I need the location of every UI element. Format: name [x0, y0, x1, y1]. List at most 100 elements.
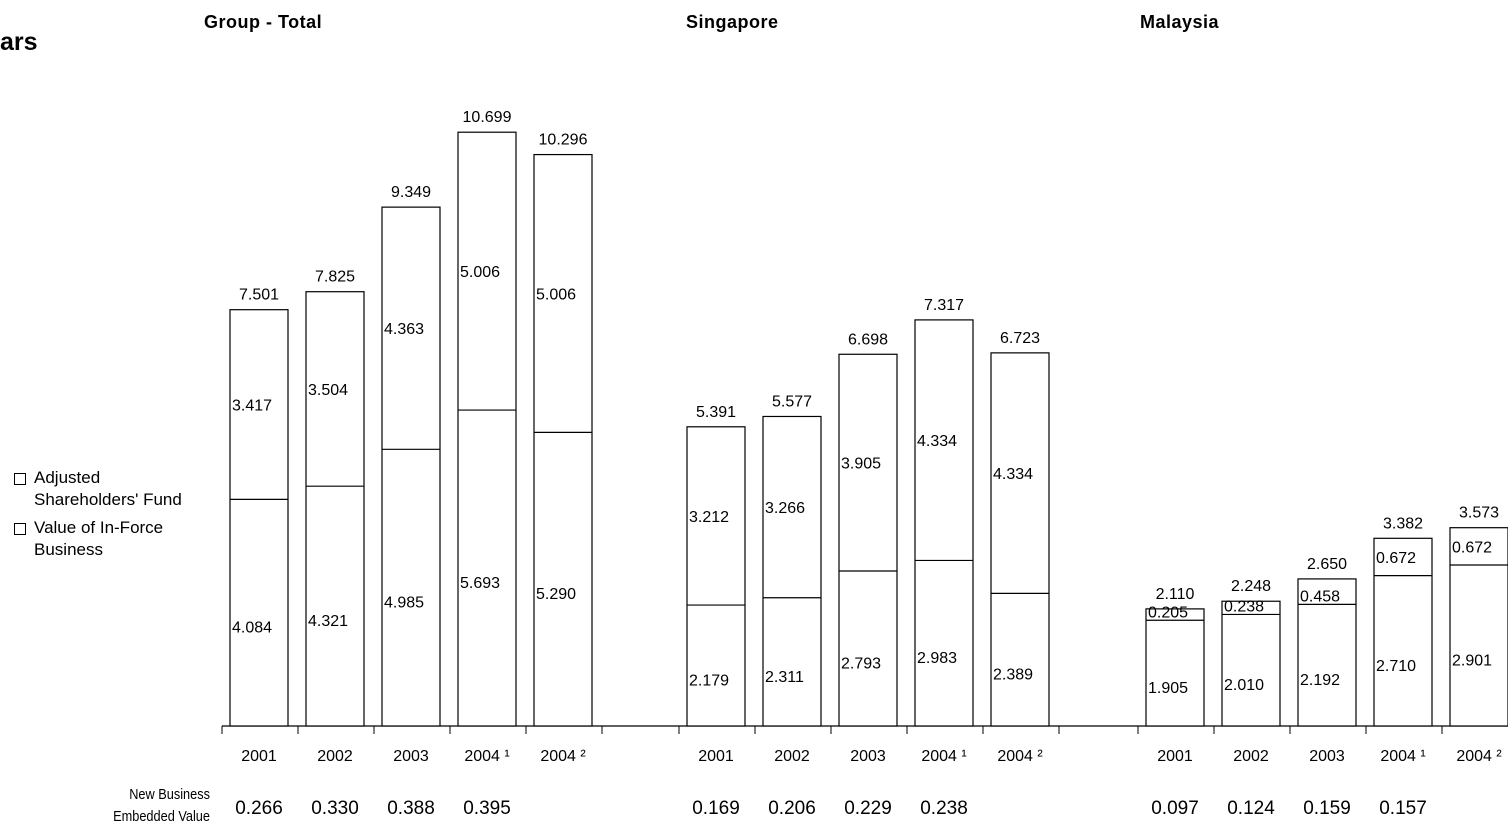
upper-segment-label: 4.334	[993, 466, 1033, 483]
nbev-value: 0.157	[1379, 798, 1427, 819]
group-title-malaysia: Malaysia	[1140, 12, 1220, 32]
lower-segment-label: 2.010	[1224, 677, 1264, 694]
total-label: 3.573	[1459, 505, 1499, 522]
category-label: 2004 ²	[997, 748, 1043, 765]
total-label: 2.110	[1156, 586, 1195, 603]
lower-segment-label: 5.693	[460, 575, 500, 592]
category-label: 2003	[1309, 748, 1345, 765]
total-label: 7.825	[315, 269, 355, 286]
legend-item-adjusted-shareholders-fund: Adjusted Shareholders' Fund	[14, 467, 204, 511]
category-label: 2001	[1157, 748, 1193, 765]
chart-legend: Adjusted Shareholders' Fund Value of In-…	[14, 467, 204, 567]
lower-segment-label: 2.192	[1300, 672, 1340, 689]
legend-label-in-force: Value of In-Force Business	[34, 518, 164, 559]
total-label: 6.698	[848, 331, 888, 348]
page-title: ars	[0, 28, 38, 56]
total-label: 7.317	[924, 297, 964, 314]
lower-segment-label: 4.084	[232, 620, 272, 637]
bar-1-2	[838, 353, 898, 727]
total-label: 3.382	[1383, 515, 1423, 532]
bar-2-3	[1373, 537, 1433, 727]
category-label: 2002	[1233, 748, 1269, 765]
upper-segment-label: 3.504	[308, 382, 348, 399]
bar-0-1	[305, 291, 365, 727]
lower-segment-label: 2.710	[1376, 658, 1416, 675]
nbev-value: 0.388	[387, 798, 435, 819]
nbev-value: 0.097	[1151, 798, 1199, 819]
lower-segment-label: 2.901	[1452, 652, 1492, 669]
total-label: 6.723	[1000, 330, 1040, 347]
upper-segment-label: 4.363	[384, 321, 424, 338]
bar-0-3	[457, 131, 517, 727]
bar-1-3	[914, 319, 974, 727]
category-label: 2002	[774, 748, 810, 765]
category-label: 2003	[393, 748, 429, 765]
lower-segment-label: 2.793	[841, 655, 881, 672]
nbev-label-line2: Embedded Value	[113, 808, 210, 825]
bar-1-4	[990, 352, 1050, 727]
upper-segment-label: 3.266	[765, 500, 805, 517]
nbev-value: 0.206	[768, 798, 816, 819]
lower-segment-label: 2.983	[917, 650, 957, 667]
nbev-value: 0.266	[235, 798, 283, 819]
legend-swatch-in-force	[14, 523, 26, 535]
lower-segment-label: 2.311	[765, 669, 804, 686]
legend-item-value-in-force: Value of In-Force Business	[14, 517, 204, 561]
bar-2-0	[1145, 608, 1205, 727]
category-label: 2004 ²	[1456, 748, 1502, 765]
upper-segment-label: 0.672	[1376, 550, 1416, 567]
nbev-value: 0.124	[1227, 798, 1275, 819]
total-label: 9.349	[391, 184, 431, 201]
upper-segment-label: 4.334	[917, 433, 957, 450]
total-label: 10.296	[539, 132, 588, 149]
bar-0-0	[229, 309, 289, 727]
total-label: 7.501	[239, 287, 279, 304]
nbev-label-line1: New Business	[129, 786, 210, 803]
upper-segment-label: 3.417	[232, 398, 272, 415]
lower-segment-label: 4.985	[384, 595, 424, 612]
bar-1-1	[762, 415, 822, 727]
legend-label-adjusted: Adjusted Shareholders' Fund	[34, 468, 182, 509]
upper-segment-label: 3.905	[841, 456, 881, 473]
nbev-value: 0.169	[692, 798, 740, 819]
upper-segment-label: 0.458	[1300, 588, 1340, 605]
category-label: 2002	[317, 748, 353, 765]
category-label: 2004 ²	[540, 748, 586, 765]
lower-segment-label: 5.290	[536, 586, 576, 603]
upper-segment-label: 5.006	[536, 286, 576, 303]
category-label: 2004 ¹	[921, 748, 966, 765]
bar-2-2	[1297, 578, 1357, 727]
upper-segment-label: 5.006	[460, 264, 500, 281]
upper-segment-label: 3.212	[689, 509, 729, 526]
category-label: 2001	[698, 748, 734, 765]
bar-0-4	[533, 153, 593, 727]
category-label: 2001	[241, 748, 277, 765]
nbev-value: 0.330	[311, 798, 359, 819]
lower-segment-label: 4.321	[308, 613, 348, 630]
group-title-total: Group - Total	[204, 12, 323, 32]
total-label: 10.699	[463, 109, 512, 126]
bar-1-0	[686, 426, 746, 727]
nbev-value: 0.238	[920, 798, 968, 819]
upper-segment-label: 0.672	[1452, 539, 1492, 556]
total-label: 5.577	[772, 393, 812, 410]
upper-segment-label: 0.238	[1224, 598, 1264, 615]
category-label: 2004 ¹	[1380, 748, 1425, 765]
group-title-singapore: Singapore	[686, 12, 779, 32]
total-label: 2.248	[1231, 578, 1271, 595]
bar-0-2	[381, 206, 441, 727]
lower-segment-label: 2.389	[993, 667, 1033, 684]
bar-2-4	[1449, 527, 1508, 727]
total-label: 2.650	[1307, 556, 1347, 573]
nbev-value: 0.159	[1303, 798, 1351, 819]
lower-segment-label: 2.179	[689, 673, 729, 690]
upper-segment-label: 0.205	[1148, 604, 1188, 621]
legend-swatch-adjusted	[14, 473, 26, 485]
nbev-value: 0.395	[463, 798, 511, 819]
category-label: 2003	[850, 748, 886, 765]
bar-2-1	[1221, 600, 1281, 727]
lower-segment-label: 1.905	[1148, 680, 1188, 697]
nbev-value: 0.229	[844, 798, 892, 819]
nbev-row-label: New Business Embedded Value	[83, 784, 210, 828]
